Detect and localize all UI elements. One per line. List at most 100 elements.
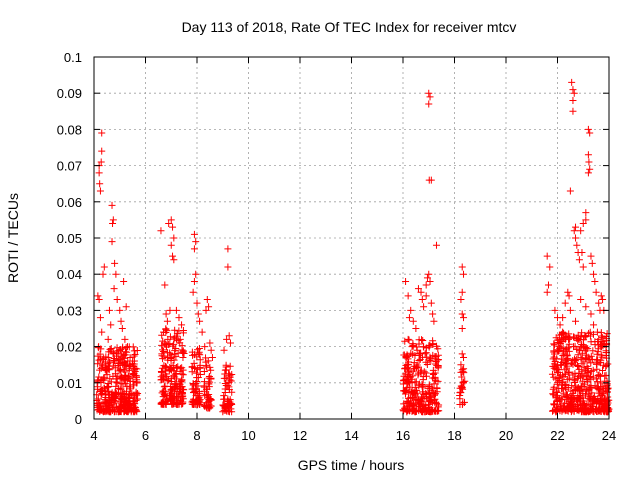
data-point bbox=[176, 339, 184, 347]
data-point bbox=[458, 383, 466, 391]
data-point bbox=[572, 317, 580, 325]
data-point bbox=[177, 377, 185, 385]
data-point bbox=[158, 376, 166, 384]
data-point bbox=[426, 353, 434, 361]
data-point bbox=[543, 288, 551, 296]
data-point bbox=[597, 292, 605, 300]
data-point bbox=[599, 407, 607, 415]
data-point bbox=[427, 299, 435, 307]
x-tick-label: 8 bbox=[193, 428, 200, 443]
data-point bbox=[564, 376, 572, 384]
data-point bbox=[407, 306, 415, 314]
data-point bbox=[579, 377, 587, 385]
data-point bbox=[604, 404, 612, 412]
data-point bbox=[458, 325, 466, 332]
data-point bbox=[588, 406, 596, 414]
data-point bbox=[460, 270, 468, 278]
data-point bbox=[220, 406, 228, 414]
data-point bbox=[458, 366, 466, 374]
data-point bbox=[190, 385, 198, 393]
data-point bbox=[420, 343, 428, 351]
data-point bbox=[111, 259, 119, 267]
data-point bbox=[228, 408, 236, 416]
data-point bbox=[458, 350, 466, 358]
data-point bbox=[575, 401, 583, 409]
data-point bbox=[596, 397, 604, 405]
data-point bbox=[163, 343, 171, 351]
data-point bbox=[592, 360, 600, 368]
data-point bbox=[176, 335, 184, 343]
data-point bbox=[176, 388, 184, 396]
data-point bbox=[123, 343, 131, 351]
data-point bbox=[584, 169, 592, 177]
data-point bbox=[578, 367, 586, 375]
data-point bbox=[163, 317, 171, 325]
data-point bbox=[577, 354, 585, 362]
data-point bbox=[163, 327, 171, 335]
y-tick-label: 0.05 bbox=[57, 231, 82, 246]
y-tick-label: 0.09 bbox=[57, 86, 82, 101]
data-point bbox=[584, 365, 592, 373]
data-point bbox=[131, 350, 139, 358]
data-point bbox=[132, 388, 140, 396]
data-point bbox=[427, 355, 435, 363]
data-point bbox=[122, 371, 130, 379]
data-point bbox=[430, 370, 438, 378]
data-point bbox=[206, 339, 214, 347]
data-point bbox=[179, 329, 187, 337]
data-point bbox=[600, 402, 608, 410]
data-point bbox=[112, 270, 120, 278]
data-point bbox=[415, 382, 423, 390]
data-point bbox=[574, 362, 582, 370]
data-point bbox=[104, 354, 112, 362]
data-point bbox=[165, 220, 173, 228]
data-point bbox=[404, 335, 412, 343]
data-point bbox=[422, 369, 430, 377]
data-point bbox=[559, 328, 567, 336]
data-point bbox=[460, 398, 468, 406]
y-tick-label: 0.07 bbox=[57, 159, 82, 174]
y-axis-label: ROTI / TECUs bbox=[5, 193, 21, 283]
data-point bbox=[99, 363, 107, 371]
data-point bbox=[116, 306, 124, 314]
y-tick-label: 0 bbox=[75, 412, 82, 427]
data-point bbox=[113, 296, 121, 304]
data-point bbox=[419, 404, 427, 412]
y-tick-label: 0.1 bbox=[64, 50, 82, 65]
data-point bbox=[178, 376, 186, 384]
data-point bbox=[558, 405, 566, 413]
data-point bbox=[133, 379, 141, 387]
data-point bbox=[131, 364, 139, 372]
chart-title: Day 113 of 2018, Rate Of TEC Index for r… bbox=[182, 19, 517, 35]
data-point bbox=[117, 317, 125, 325]
data-point bbox=[546, 263, 554, 271]
x-tick-label: 16 bbox=[396, 428, 410, 443]
data-point bbox=[191, 364, 199, 372]
y-tick-label: 0.04 bbox=[57, 267, 82, 282]
data-point bbox=[178, 346, 186, 354]
data-point bbox=[404, 292, 412, 300]
data-point bbox=[129, 371, 137, 379]
data-point bbox=[171, 350, 179, 358]
data-point bbox=[568, 382, 576, 390]
data-point bbox=[553, 396, 561, 404]
data-point bbox=[96, 366, 104, 374]
data-point bbox=[573, 361, 581, 369]
data-point bbox=[565, 347, 573, 355]
data-point bbox=[205, 404, 213, 412]
data-point bbox=[98, 147, 106, 155]
data-point bbox=[173, 390, 181, 398]
data-point bbox=[165, 391, 173, 399]
data-point bbox=[585, 385, 593, 393]
data-point bbox=[223, 335, 231, 343]
data-point bbox=[96, 314, 104, 322]
data-point bbox=[592, 375, 600, 383]
data-point bbox=[597, 329, 605, 337]
data-point bbox=[553, 380, 561, 388]
data-point bbox=[108, 201, 116, 209]
data-point bbox=[409, 367, 417, 375]
data-point bbox=[563, 364, 571, 372]
data-point bbox=[580, 363, 588, 371]
data-point bbox=[169, 400, 177, 408]
data-point bbox=[161, 281, 169, 289]
